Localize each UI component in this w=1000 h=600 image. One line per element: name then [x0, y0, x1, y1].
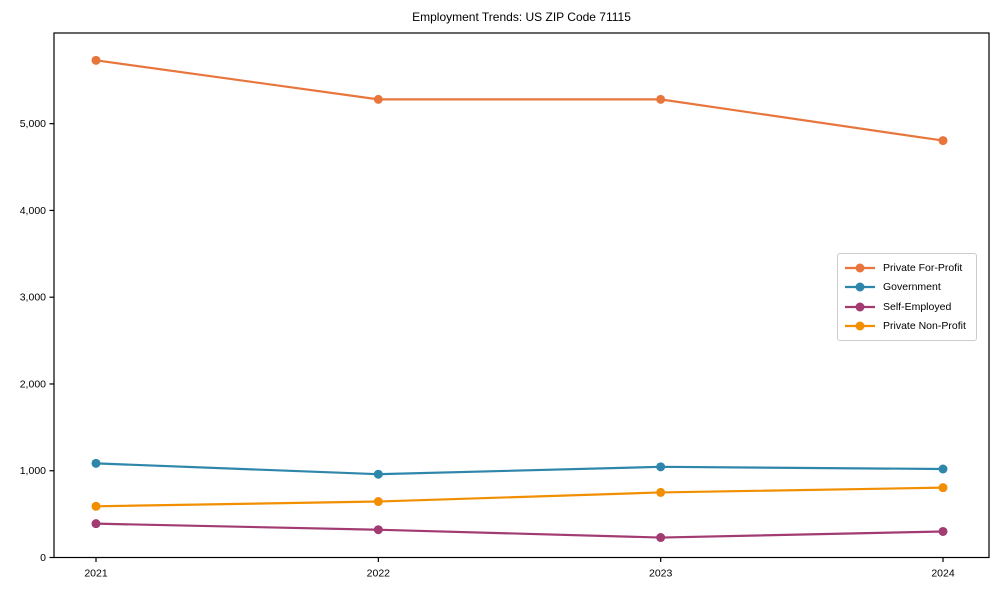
x-axis-tick-label: 2021	[84, 568, 108, 580]
data-point-private-for-profit-2022	[373, 94, 383, 104]
legend-item-private-for-profit: Private For-Profit	[844, 258, 970, 278]
series-line-government	[94, 462, 945, 476]
data-point-self-employed-2024	[938, 526, 948, 536]
legend-label-private-for-profit: Private For-Profit	[883, 261, 963, 274]
y-axis-tick-label: 3,000	[20, 292, 46, 304]
data-point-private-non-profit-2022	[373, 497, 383, 507]
data-point-government-2022	[373, 469, 383, 479]
data-point-private-non-profit-2021	[91, 501, 101, 511]
x-axis-tick-label: 2022	[367, 568, 391, 580]
plot-frame	[53, 32, 990, 559]
legend-label-government: Government	[883, 281, 941, 294]
data-point-government-2023	[656, 462, 666, 472]
y-axis-tick-label: 4,000	[20, 205, 46, 217]
series-line-private-non-profit	[94, 486, 945, 508]
data-point-private-for-profit-2021	[91, 55, 101, 65]
y-axis-tick-label: 2,000	[20, 378, 46, 390]
data-point-private-for-profit-2023	[656, 94, 666, 104]
legend-marker-government	[845, 282, 875, 292]
data-point-private-non-profit-2023	[656, 487, 666, 497]
series-line-self-employed	[94, 522, 945, 539]
data-point-self-employed-2022	[373, 525, 383, 535]
data-point-government-2021	[91, 458, 101, 468]
data-point-self-employed-2021	[91, 519, 101, 529]
y-axis-tick-label: 1,000	[20, 465, 46, 477]
legend-marker-self-employed	[845, 302, 875, 312]
legend-marker-private-for-profit	[845, 263, 875, 273]
x-axis-tick-label: 2023	[649, 568, 673, 580]
y-axis-tick-label: 5,000	[20, 118, 46, 130]
data-point-self-employed-2023	[656, 533, 666, 543]
y-axis-tick-label: 0	[40, 552, 46, 564]
data-point-private-for-profit-2024	[938, 136, 948, 146]
data-point-government-2024	[938, 464, 948, 474]
legend-label-private-non-profit: Private Non-Profit	[883, 320, 966, 333]
legend: Private For-Profit Government Self-Employe…	[837, 253, 977, 341]
series-line-private-for-profit	[94, 59, 945, 142]
chart-title: Employment Trends: US ZIP Code 71115	[412, 10, 631, 24]
legend-item-government: Government	[844, 278, 970, 298]
x-axis-tick-label: 2024	[931, 568, 955, 580]
legend-label-self-employed: Self-Employed	[883, 300, 952, 313]
legend-marker-private-non-profit	[845, 321, 875, 331]
legend-item-private-non-profit: Private Non-Profit	[844, 317, 970, 337]
legend-item-self-employed: Self-Employed	[844, 297, 970, 317]
data-point-private-non-profit-2024	[938, 483, 948, 493]
